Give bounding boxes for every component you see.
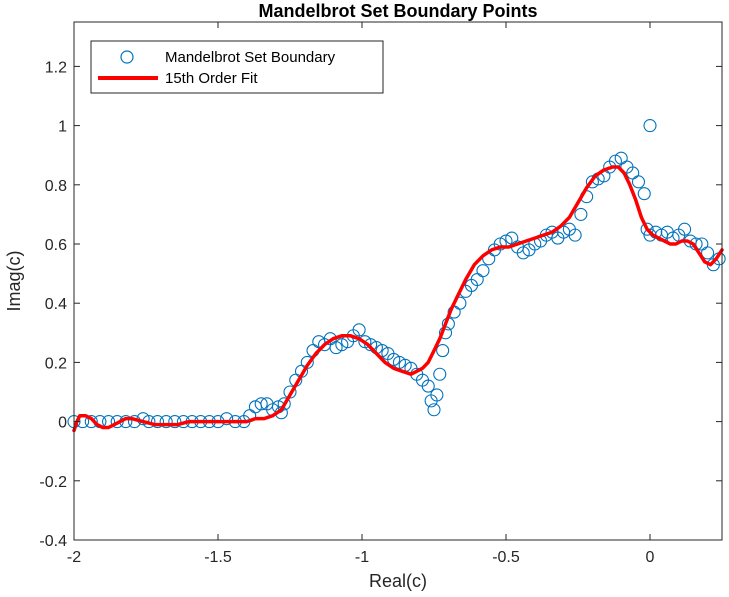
y-tick-label: 0.6 xyxy=(45,237,67,254)
x-axis-label: Real(c) xyxy=(369,571,427,591)
scatter-point xyxy=(631,175,646,189)
scatter-point xyxy=(574,207,588,221)
scatter-point xyxy=(159,415,173,429)
y-tick-label: 1.2 xyxy=(45,59,67,76)
scatter-point xyxy=(421,379,435,393)
y-tick-label: 0.2 xyxy=(45,355,67,372)
plot-frame xyxy=(73,21,723,541)
x-axis: -2 -1.5 -1 -0.5 0 xyxy=(67,22,655,566)
scatter-point xyxy=(433,367,447,381)
scatter-point xyxy=(220,412,234,426)
y-tick-label: -0.2 xyxy=(39,474,67,491)
scatter-point xyxy=(568,228,582,242)
legend-label-fit: 15th Order Fit xyxy=(165,70,258,87)
fit-line xyxy=(72,165,724,433)
scatter-point xyxy=(701,246,715,260)
chart-title: Mandelbrot Set Boundary Points xyxy=(258,1,537,21)
scatter-point xyxy=(678,222,692,236)
scatter-point xyxy=(84,415,98,429)
scatter-point xyxy=(643,119,657,133)
x-tick-label: -2 xyxy=(67,549,81,566)
legend-label-scatter: Mandelbrot Set Boundary xyxy=(165,49,336,66)
legend-box xyxy=(90,40,384,94)
scatter-point xyxy=(640,222,654,236)
y-tick-label: 1 xyxy=(58,119,67,136)
scatter-point xyxy=(352,323,366,337)
scatter-point xyxy=(436,344,450,358)
x-tick-label: -1.5 xyxy=(204,549,232,566)
x-tick-label: 0 xyxy=(646,549,655,566)
y-tick-label: 0.8 xyxy=(45,178,67,195)
y-axis-label: Imag(c) xyxy=(4,250,24,311)
y-tick-label: -0.4 xyxy=(39,533,67,550)
plot-area xyxy=(67,119,726,433)
scatter-point xyxy=(430,388,444,402)
scatter-point xyxy=(427,403,441,417)
scatter-point xyxy=(476,264,490,278)
legend: Mandelbrot Set Boundary 15th Order Fit xyxy=(90,40,384,94)
y-tick-label: 0 xyxy=(58,415,67,432)
x-tick-label: -1 xyxy=(355,549,369,566)
legend-marker-scatter xyxy=(120,50,134,64)
scatter-point xyxy=(637,187,651,201)
x-tick-label: -0.5 xyxy=(492,549,520,566)
scatter-point xyxy=(150,415,165,429)
scatter-point xyxy=(168,415,182,429)
scatter-point xyxy=(254,397,268,411)
y-axis: -0.4 -0.2 0 0.2 0.4 0.6 0.8 1 1.2 xyxy=(39,59,722,550)
scatter-point xyxy=(277,397,291,411)
y-tick-label: 0.4 xyxy=(45,296,67,313)
